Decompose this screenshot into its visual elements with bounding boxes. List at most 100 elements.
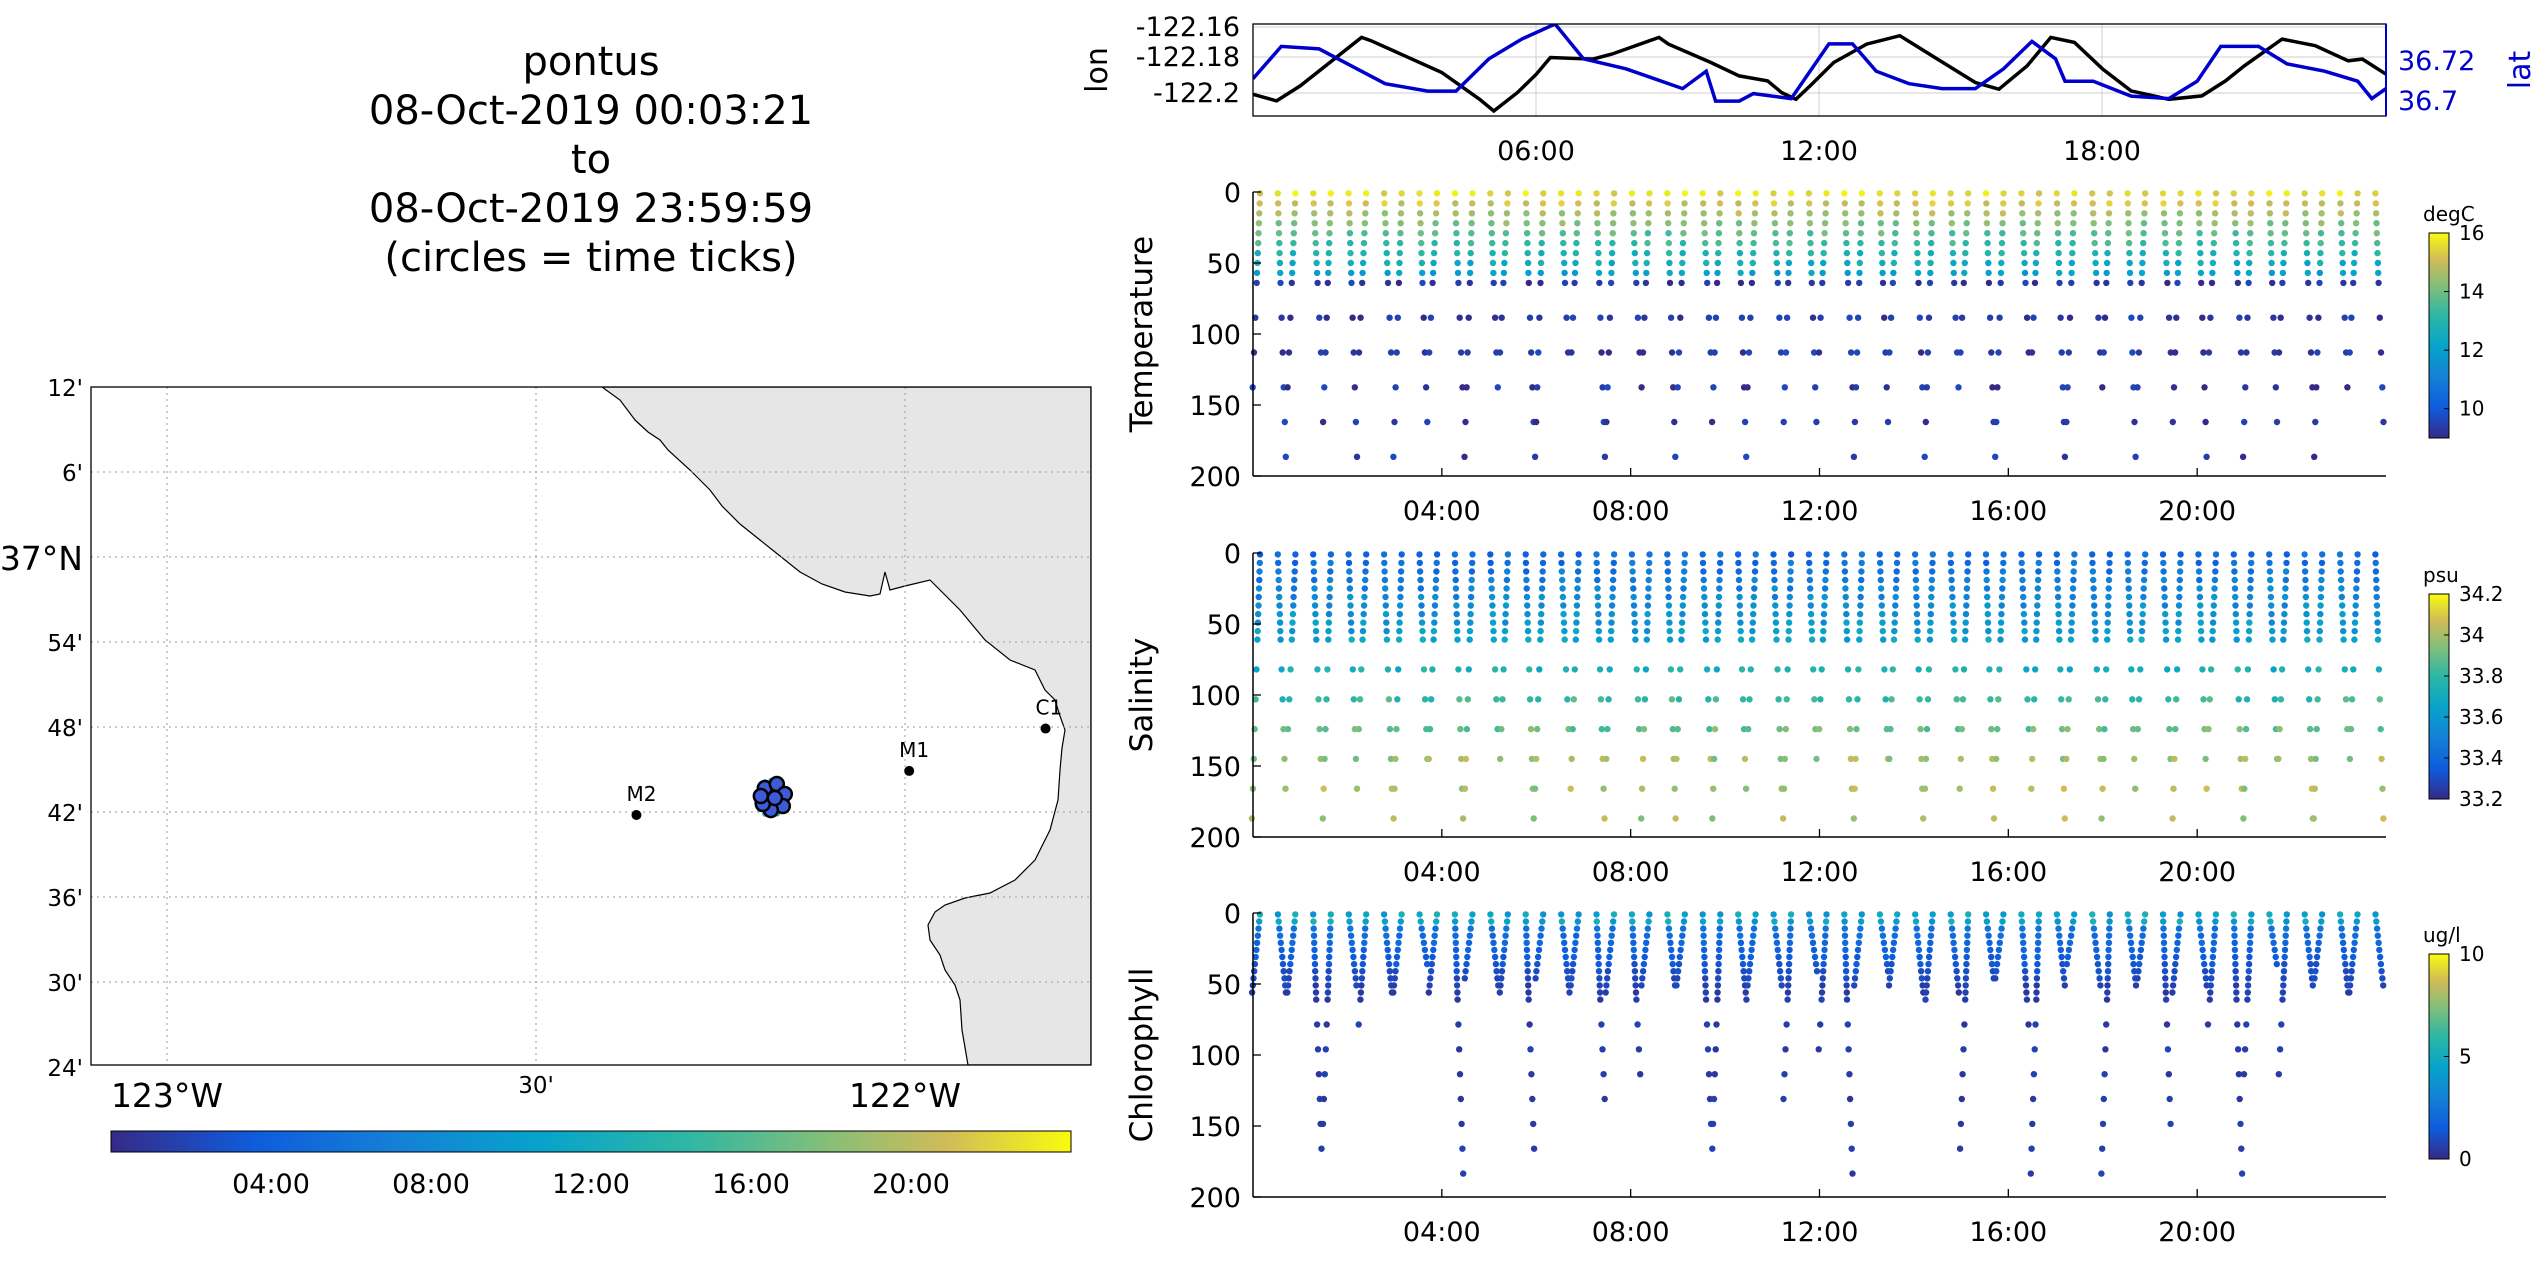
temperature-point — [1322, 349, 1329, 356]
temperature-point — [2031, 279, 2039, 287]
temperature-point — [1699, 190, 1706, 197]
chlorophyll-point — [1712, 1046, 1719, 1053]
salinity-point — [1775, 696, 1782, 703]
chlorophyll-point — [1628, 911, 1636, 918]
salinity-point — [2033, 627, 2040, 635]
chlorophyll-point — [1465, 939, 1473, 946]
salinity-point — [1642, 666, 1650, 673]
salinity-point — [1750, 593, 1758, 601]
salinity-point — [1807, 593, 1814, 601]
salinity-point — [2277, 696, 2285, 703]
temperature-point — [1922, 418, 1930, 426]
salinity-point — [1807, 610, 1815, 618]
salinity-point — [2124, 568, 2132, 575]
temperature-point — [2231, 200, 2238, 207]
chlorophyll-point — [1962, 975, 1970, 982]
salinity-point — [2161, 585, 2168, 592]
salinity-point — [2165, 696, 2172, 703]
chlorophyll-point — [1326, 946, 1333, 954]
temperature-point — [1291, 210, 1298, 217]
chlorophyll-point — [2103, 996, 2111, 1003]
chlorophyll-point — [2091, 932, 2098, 939]
salinity-point — [1326, 593, 1333, 601]
temperature-point — [2282, 210, 2289, 217]
chlorophyll-point — [1279, 960, 1287, 968]
chlorophyll-point — [1594, 946, 1602, 954]
chlorophyll-point — [1993, 968, 2000, 975]
salinity-point — [1559, 576, 1566, 584]
temperature-point — [1807, 249, 1815, 257]
salinity-point — [1679, 593, 1687, 601]
chlorophyll-point — [2034, 968, 2041, 975]
salinity-point — [1325, 610, 1333, 618]
chlorophyll-point — [1457, 1095, 1465, 1103]
salinity-point — [2352, 593, 2360, 601]
temperature-point — [1418, 249, 1425, 257]
salinity-point — [1501, 636, 1508, 643]
salinity-point — [1631, 610, 1638, 618]
temperature-point — [1575, 190, 1582, 197]
salinity-point — [2197, 602, 2204, 609]
temperature-point — [2247, 200, 2255, 207]
temperature-point — [1913, 230, 1920, 237]
salinity-point — [1610, 559, 1618, 567]
chlorophyll-point — [2307, 960, 2314, 968]
salinity-point — [1892, 593, 1899, 601]
temperature-point — [2212, 200, 2219, 207]
chlorophyll-axis-label: Chlorophyll — [1124, 968, 1160, 1143]
temperature-point — [1921, 453, 1928, 460]
salinity-point — [1278, 666, 1285, 673]
temperature-point — [1424, 418, 1431, 426]
salinity-point — [1675, 696, 1683, 703]
temperature-point — [2305, 279, 2312, 287]
temperature-point — [2268, 249, 2275, 257]
chlorophyll-point — [2269, 932, 2276, 939]
salinity-point — [2164, 666, 2171, 673]
chlorophyll-point — [1318, 1145, 1325, 1152]
salinity-point — [2124, 559, 2132, 567]
salinity-point — [1985, 636, 1992, 643]
chlorophyll-point — [1783, 1021, 1790, 1028]
salinity-point — [1892, 585, 1900, 592]
chlorophyll-point — [1362, 918, 1369, 925]
temperature-point — [1463, 384, 1470, 391]
salinity-point — [1751, 576, 1758, 584]
chlorophyll-point — [1386, 968, 1394, 975]
temperature-point — [1883, 384, 1890, 391]
position-x-ticks: 06:00 12:00 18:00 — [1497, 136, 2141, 167]
salinity-point — [2018, 568, 2026, 575]
chlorophyll-point — [1563, 960, 1570, 968]
chlorophyll-point — [2206, 996, 2213, 1003]
chlorophyll-point — [1642, 946, 1649, 954]
chlorophyll-point — [1885, 982, 1893, 989]
chlorophyll-point — [2035, 925, 2042, 932]
salinity-point — [2245, 627, 2253, 635]
chlorophyll-point — [1526, 1021, 1533, 1028]
chlorophyll-point — [1928, 918, 1936, 925]
temperature-point — [1317, 349, 1325, 356]
chlorophyll-point — [1780, 1095, 1787, 1103]
temperature-point — [1711, 349, 1718, 356]
chlorophyll-point — [1326, 939, 1334, 946]
temperature-point — [1394, 314, 1402, 321]
salinity-point — [1716, 585, 1723, 592]
salinity-point — [2030, 725, 2037, 733]
chlorophyll-point — [1739, 960, 1747, 968]
temperature-point — [1887, 314, 1895, 321]
chlorophyll-point — [2140, 925, 2147, 932]
salinity-point — [1997, 636, 2004, 643]
chlorophyll-point — [2173, 946, 2180, 954]
temperature-point — [1681, 190, 1689, 197]
temperature-point — [1390, 453, 1397, 460]
temperature-point — [2021, 269, 2029, 277]
salinity-point — [1346, 576, 1353, 584]
chlorophyll-point — [1917, 960, 1924, 968]
salinity-point — [2337, 559, 2344, 567]
temperature-point — [1281, 418, 1289, 426]
salinity-point — [1503, 593, 1510, 601]
chlorophyll-point — [2210, 946, 2217, 954]
temperature-point — [2233, 249, 2240, 257]
chlorophyll-point — [2105, 960, 2112, 968]
temperature-point — [2338, 230, 2345, 237]
